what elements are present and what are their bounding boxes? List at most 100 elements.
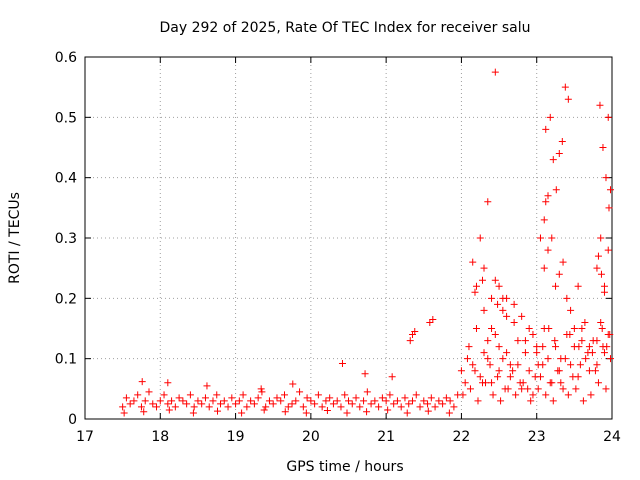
data-point: [426, 318, 434, 326]
data-point: [412, 391, 420, 399]
data-point: [604, 113, 612, 121]
data-point: [209, 397, 217, 405]
data-point: [217, 400, 225, 408]
data-point: [555, 270, 563, 278]
data-point: [179, 397, 187, 405]
y-tick-label: 0.3: [55, 231, 77, 247]
y-tick-label: 0.5: [55, 110, 77, 126]
data-point: [542, 198, 550, 206]
data-point: [518, 385, 526, 393]
data-point: [600, 282, 608, 290]
data-point: [546, 113, 554, 121]
data-point: [323, 407, 331, 415]
data-point: [563, 294, 571, 302]
data-point: [597, 234, 605, 242]
data-point: [605, 204, 613, 212]
data-point: [329, 400, 337, 408]
data-point: [469, 361, 477, 369]
data-point: [561, 83, 569, 91]
data-point: [529, 391, 537, 399]
data-point: [525, 367, 533, 375]
data-point: [384, 406, 392, 414]
data-point: [164, 400, 172, 408]
data-point: [494, 300, 502, 308]
data-point: [469, 258, 477, 266]
data-point: [281, 391, 289, 399]
data-point: [416, 403, 424, 411]
data-point: [203, 382, 211, 390]
data-point: [484, 337, 492, 345]
data-point: [352, 394, 360, 402]
data-point: [534, 361, 542, 369]
data-point: [341, 391, 349, 399]
data-point: [288, 400, 296, 408]
data-point: [284, 403, 292, 411]
data-point: [474, 397, 482, 405]
data-point: [521, 349, 529, 357]
data-point: [220, 397, 228, 405]
data-point: [361, 370, 369, 378]
data-point: [503, 349, 511, 357]
data-point: [536, 234, 544, 242]
x-tick-label: 23: [528, 429, 546, 445]
data-point: [552, 343, 560, 351]
data-point: [555, 150, 563, 158]
data-point: [529, 331, 537, 339]
data-point: [476, 234, 484, 242]
data-point: [491, 276, 499, 284]
data-point: [542, 391, 550, 399]
data-point: [459, 391, 467, 399]
data-point: [260, 406, 268, 414]
data-point: [540, 216, 548, 224]
data-point: [472, 282, 480, 290]
data-point: [540, 264, 548, 272]
data-point: [228, 394, 236, 402]
data-point: [273, 394, 281, 402]
data-point: [406, 337, 414, 345]
data-point: [363, 408, 371, 416]
data-point: [343, 409, 351, 417]
data-point: [153, 403, 161, 411]
data-point: [480, 264, 488, 272]
y-tick-label: 0: [68, 412, 77, 428]
x-tick-label: 17: [76, 429, 94, 445]
data-point: [466, 385, 474, 393]
x-tick-label: 21: [377, 429, 395, 445]
data-point: [322, 397, 330, 405]
data-point: [542, 125, 550, 133]
data-point: [479, 379, 487, 387]
data-point: [495, 367, 503, 375]
data-point: [137, 403, 145, 411]
data-point: [606, 355, 614, 363]
data-point: [597, 318, 605, 326]
data-point: [186, 391, 194, 399]
chart-title: Day 292 of 2025, Rate Of TEC Index for r…: [159, 20, 530, 36]
data-point: [156, 397, 164, 405]
data-point: [599, 144, 607, 151]
data-point: [514, 337, 522, 345]
data-point: [582, 355, 590, 363]
data-point: [446, 397, 454, 405]
data-point: [489, 391, 497, 399]
data-point: [531, 373, 539, 381]
data-point: [194, 397, 202, 405]
data-point: [539, 343, 547, 351]
data-point: [593, 361, 601, 369]
x-tick-label: 22: [453, 429, 471, 445]
data-point: [232, 400, 240, 408]
data-point: [445, 409, 453, 417]
data-point: [484, 355, 492, 363]
data-point: [479, 276, 487, 284]
data-point: [314, 391, 322, 399]
y-tick-label: 0.4: [55, 171, 77, 187]
data-point: [140, 408, 148, 416]
data-point: [518, 312, 526, 320]
data-point: [557, 355, 565, 363]
data-points: [119, 68, 614, 417]
data-point: [516, 379, 524, 387]
data-point: [375, 403, 383, 411]
data-point: [514, 361, 522, 369]
data-point: [554, 367, 562, 375]
